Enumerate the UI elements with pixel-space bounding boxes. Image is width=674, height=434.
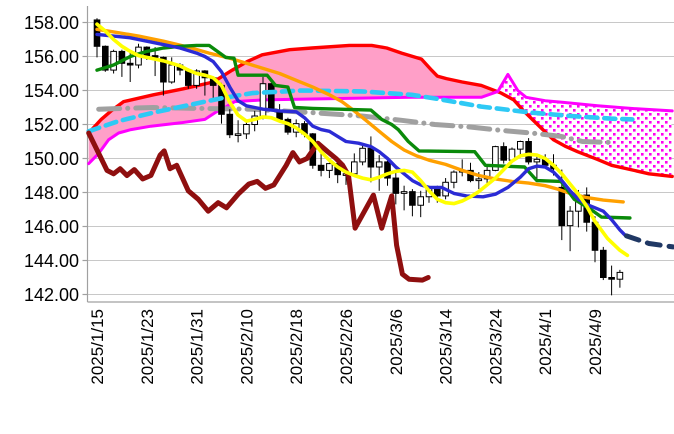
candle <box>351 161 358 175</box>
candle <box>359 147 366 163</box>
candle <box>409 191 416 206</box>
candle <box>317 164 325 171</box>
x-axis-label: 2025/2/10 <box>237 309 256 385</box>
candle <box>558 186 566 227</box>
candle <box>160 56 167 83</box>
candle <box>400 191 408 194</box>
series-cyan-dashed-line <box>86 88 635 134</box>
x-axis-label: 2025/4/9 <box>586 309 605 375</box>
series-senkou-span-b-magenta <box>87 72 674 166</box>
candle <box>600 249 607 279</box>
y-axis-label: 156.00 <box>24 47 79 67</box>
candle <box>384 161 391 179</box>
candle <box>417 196 424 206</box>
series-forecast-navy-dashed <box>624 233 674 250</box>
candle <box>268 83 275 111</box>
candle <box>259 83 267 117</box>
candle <box>193 70 200 86</box>
candle <box>243 124 250 135</box>
candle <box>367 147 375 168</box>
y-axis-label: 154.00 <box>24 81 79 101</box>
x-axis-label: 2025/3/14 <box>437 309 456 385</box>
candle <box>234 133 242 136</box>
x-axis-label: 2025/1/23 <box>138 309 157 385</box>
series-overlay-dark-red <box>86 130 431 283</box>
series-ma-long-orange <box>95 27 625 204</box>
candle <box>126 62 134 66</box>
cloud-solid-region <box>88 45 499 164</box>
candle <box>168 64 175 83</box>
x-axis-label: 2025/4/1 <box>536 309 555 375</box>
x-axis-label: 2025/3/24 <box>486 309 505 385</box>
y-axis-label: 146.00 <box>24 217 79 237</box>
candle <box>500 146 507 161</box>
candle <box>533 158 541 163</box>
y-axis-label: 152.00 <box>24 115 79 135</box>
y-axis-label: 144.00 <box>24 251 79 271</box>
candle <box>608 277 615 280</box>
candle <box>517 141 524 150</box>
candle <box>492 146 499 171</box>
x-axis-label: 2025/3/6 <box>387 309 406 375</box>
x-axis-label: 2025/2/18 <box>287 309 306 385</box>
candle <box>226 113 234 136</box>
x-axis-label: 2025/1/31 <box>188 309 207 385</box>
series-ma-short-yellow <box>95 22 630 258</box>
series-ma-mid-blue <box>95 32 627 237</box>
candle <box>392 177 400 194</box>
candle <box>450 171 458 183</box>
candle <box>616 271 624 280</box>
candle <box>566 210 574 227</box>
candle <box>102 45 109 71</box>
candle <box>475 178 483 182</box>
y-axis-label: 158.00 <box>24 13 79 33</box>
y-axis-label: 150.00 <box>24 149 79 169</box>
candle <box>326 163 333 171</box>
x-axis-label: 2025/2/26 <box>337 309 356 385</box>
x-axis-label: 2025/1/15 <box>88 309 107 385</box>
series-gray-dashdot-line <box>96 105 613 145</box>
y-axis-label: 142.00 <box>24 285 79 305</box>
y-axis-label: 148.00 <box>24 183 79 203</box>
candle <box>525 141 532 163</box>
candle <box>110 50 117 71</box>
candle <box>118 50 126 64</box>
candle <box>375 161 383 168</box>
series-kijun-green <box>95 43 632 220</box>
